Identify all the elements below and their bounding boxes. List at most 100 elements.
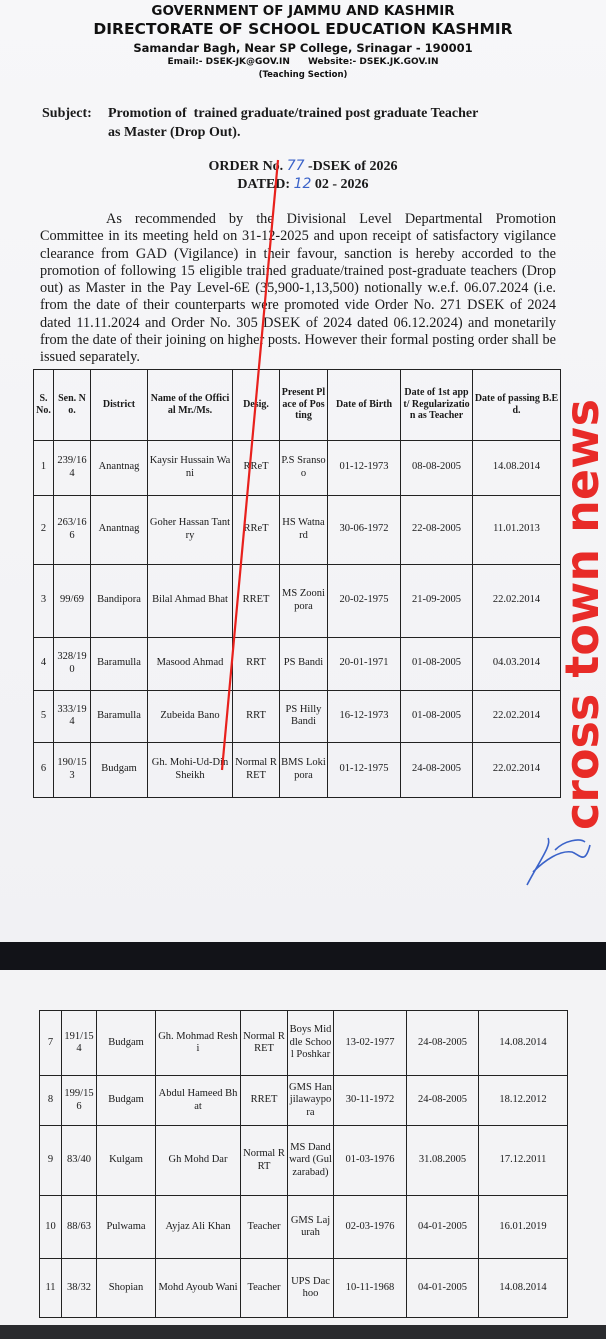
cell-date-of-appointment: 04-01-2005 — [406, 1195, 479, 1259]
column-header-date-of-appointment: Date of 1st appt/ Regularization as Teac… — [400, 368, 473, 441]
cell-date-of-bed: 22.02.2014 — [472, 689, 561, 743]
cell-date-of-birth: 20-01-1971 — [327, 636, 401, 691]
cell-date-of-bed: 14.08.2014 — [478, 1258, 568, 1318]
cell-date-of-bed: 17.12.2011 — [478, 1125, 568, 1196]
cell-designation: RReT — [232, 439, 280, 496]
cell-name: Ayjaz Ali Khan — [155, 1195, 241, 1259]
cell-place-of-posting: MS Dandward (Gulzarabad) — [287, 1125, 334, 1196]
cell-date-of-birth: 13-02-1977 — [333, 1010, 407, 1076]
cell-sen-no: 239/164 — [53, 439, 91, 496]
column-header-name: Name of the Official Mr./Ms. — [147, 368, 233, 441]
cell-s-no: 11 — [39, 1258, 62, 1318]
address: Samandar Bagh, Near SP College, Srinagar… — [133, 41, 473, 55]
column-header-place-of-posting: Present Place of Posting — [279, 368, 328, 441]
cell-sen-no: 38/32 — [61, 1258, 97, 1318]
order-date: DATED: 12 02 - 2026 — [0, 176, 606, 193]
cell-designation: Normal RRET — [240, 1010, 288, 1076]
cell-sen-no: 83/40 — [61, 1125, 97, 1196]
government-title: GOVERNMENT OF JAMMU AND KASHMIR — [151, 3, 455, 19]
cell-date-of-appointment: 08-08-2005 — [400, 439, 473, 496]
table-row: 11 38/32 Shopian Mohd Ayoub Wani Teacher UPS … — [39, 1258, 568, 1318]
table-row: 4 328/190 Baramulla Masood Ahmad RRT PS Bandi… — [33, 636, 561, 691]
directorate-title: DIRECTORATE OF SCHOOL EDUCATION KASHMIR — [93, 20, 513, 38]
cell-place-of-posting: UPS Dachoo — [287, 1258, 334, 1318]
cell-s-no: 3 — [33, 563, 54, 638]
cell-date-of-bed: 11.01.2013 — [472, 494, 561, 565]
order-prefix: ORDER No. — [208, 159, 284, 174]
table-row: 5 333/194 Baramulla Zubeida Bano RRT PS Hilly… — [33, 689, 561, 743]
cell-district: Kulgam — [96, 1125, 156, 1196]
cell-designation: Normal RRT — [240, 1125, 288, 1196]
cell-district: Bandipora — [90, 563, 148, 638]
cell-s-no: 8 — [39, 1075, 62, 1126]
cell-date-of-appointment: 22-08-2005 — [400, 494, 473, 565]
cell-sen-no: 191/154 — [61, 1010, 97, 1076]
table-row: 8 199/156 Budgam Abdul Hameed Bhat RRET GMS H… — [39, 1075, 568, 1126]
cell-name: Abdul Hameed Bhat — [155, 1075, 241, 1126]
cell-sen-no: 190/153 — [53, 741, 91, 798]
column-header-district: District — [90, 368, 148, 441]
website: Website:- DSEK.JK.GOV.IN — [307, 57, 439, 67]
cell-date-of-bed: 14.08.2014 — [478, 1010, 568, 1076]
cell-date-of-bed: 04.03.2014 — [472, 636, 561, 691]
cell-date-of-birth: 01-12-1973 — [327, 439, 401, 496]
column-header-date-of-bed: Date of passing B.Ed. — [472, 368, 561, 441]
cell-date-of-bed: 14.08.2014 — [472, 439, 561, 496]
cell-district: Baramulla — [90, 689, 148, 743]
column-header-s-no: S. No. — [33, 368, 54, 441]
table-header-row: S. No. Sen. No. District Name of the Offici… — [33, 368, 561, 441]
cell-name: Mohd Ayoub Wani — [155, 1258, 241, 1318]
table-row: 2 263/166 Anantnag Goher Hassan Tantry RReT H… — [33, 494, 561, 565]
cell-date-of-birth: 20-02-1975 — [327, 563, 401, 638]
cell-name: Zubeida Bano — [147, 689, 233, 743]
cell-s-no: 4 — [33, 636, 54, 691]
cell-sen-no: 199/156 — [61, 1075, 97, 1126]
promotion-table-page-2: 7 191/154 Budgam Gh. Mohmad Reshi Normal RRE… — [39, 1010, 568, 1318]
cell-place-of-posting: Boys Middle School Poshkar — [287, 1010, 334, 1076]
cell-date-of-birth: 16-12-1973 — [327, 689, 401, 743]
cell-designation: RRET — [240, 1075, 288, 1126]
table-row: 9 83/40 Kulgam Gh Mohd Dar Normal RRT MS Dand… — [39, 1125, 568, 1196]
cell-name: Gh. Mohmad Reshi — [155, 1010, 241, 1076]
order-content: As recommended by the Divisional Level D… — [33, 211, 561, 798]
cell-designation: Normal RRET — [232, 741, 280, 798]
cell-name: Gh. Mohi-Ud-Din Sheikh — [147, 741, 233, 798]
table-row: 7 191/154 Budgam Gh. Mohmad Reshi Normal RRE… — [39, 1010, 568, 1076]
cell-name: Gh Mohd Dar — [155, 1125, 241, 1196]
email: Email:- DSEK-JK@GOV.IN — [167, 57, 290, 67]
cell-designation: RRT — [232, 636, 280, 691]
cell-place-of-posting: HS Watnard — [279, 494, 328, 565]
cell-district: Budgam — [96, 1010, 156, 1076]
subject-line-1: Promotion of trained graduate/trained po… — [108, 106, 479, 121]
order-body: As recommended by the Divisional Level D… — [40, 211, 556, 367]
cell-sen-no: 88/63 — [61, 1195, 97, 1259]
cell-date-of-bed: 22.02.2014 — [472, 563, 561, 638]
dated-rest: 02 - 2026 — [314, 177, 369, 192]
cell-sen-no: 99/69 — [53, 563, 91, 638]
cell-place-of-posting: GMS Lajurah — [287, 1195, 334, 1259]
cell-name: Goher Hassan Tantry — [147, 494, 233, 565]
cell-date-of-birth: 01-12-1975 — [327, 741, 401, 798]
order-suffix: -DSEK of 2026 — [308, 159, 398, 174]
cell-place-of-posting: PS Hilly Bandi — [279, 689, 328, 743]
cell-date-of-appointment: 24-08-2005 — [406, 1075, 479, 1126]
cell-date-of-bed: 16.01.2019 — [478, 1195, 568, 1259]
section: (Teaching Section) — [258, 70, 348, 80]
table-row: 3 99/69 Bandipora Bilal Ahmad Bhat RRET MS Zo… — [33, 563, 561, 638]
cell-district: Anantnag — [90, 439, 148, 496]
cell-s-no: 2 — [33, 494, 54, 565]
table-row: 6 190/153 Budgam Gh. Mohi-Ud-Din Sheikh Norm… — [33, 741, 561, 798]
cell-date-of-bed: 22.02.2014 — [472, 741, 561, 798]
cell-district: Shopian — [96, 1258, 156, 1318]
cell-s-no: 10 — [39, 1195, 62, 1259]
order-number-handwritten: 77 — [286, 158, 305, 174]
cell-s-no: 6 — [33, 741, 54, 798]
cell-date-of-appointment: 24-08-2005 — [406, 1010, 479, 1076]
cell-place-of-posting: MS Zoonipora — [279, 563, 328, 638]
cell-place-of-posting: PS Bandi — [279, 636, 328, 691]
cell-date-of-appointment: 24-08-2005 — [400, 741, 473, 798]
dated-label: DATED: — [237, 177, 291, 192]
cell-date-of-bed: 18.12.2012 — [478, 1075, 568, 1126]
promotion-table-page-1: S. No. Sen. No. District Name of the Offici… — [33, 368, 561, 798]
cell-district: Budgam — [96, 1075, 156, 1126]
